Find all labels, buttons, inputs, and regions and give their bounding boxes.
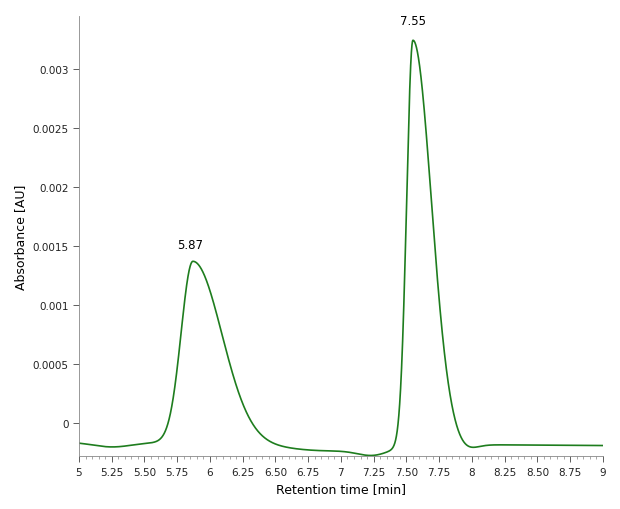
Text: 7.55: 7.55	[400, 15, 426, 28]
X-axis label: Retention time [min]: Retention time [min]	[276, 482, 406, 495]
Text: 5.87: 5.87	[177, 239, 203, 251]
Y-axis label: Absorbance [AU]: Absorbance [AU]	[14, 184, 27, 290]
